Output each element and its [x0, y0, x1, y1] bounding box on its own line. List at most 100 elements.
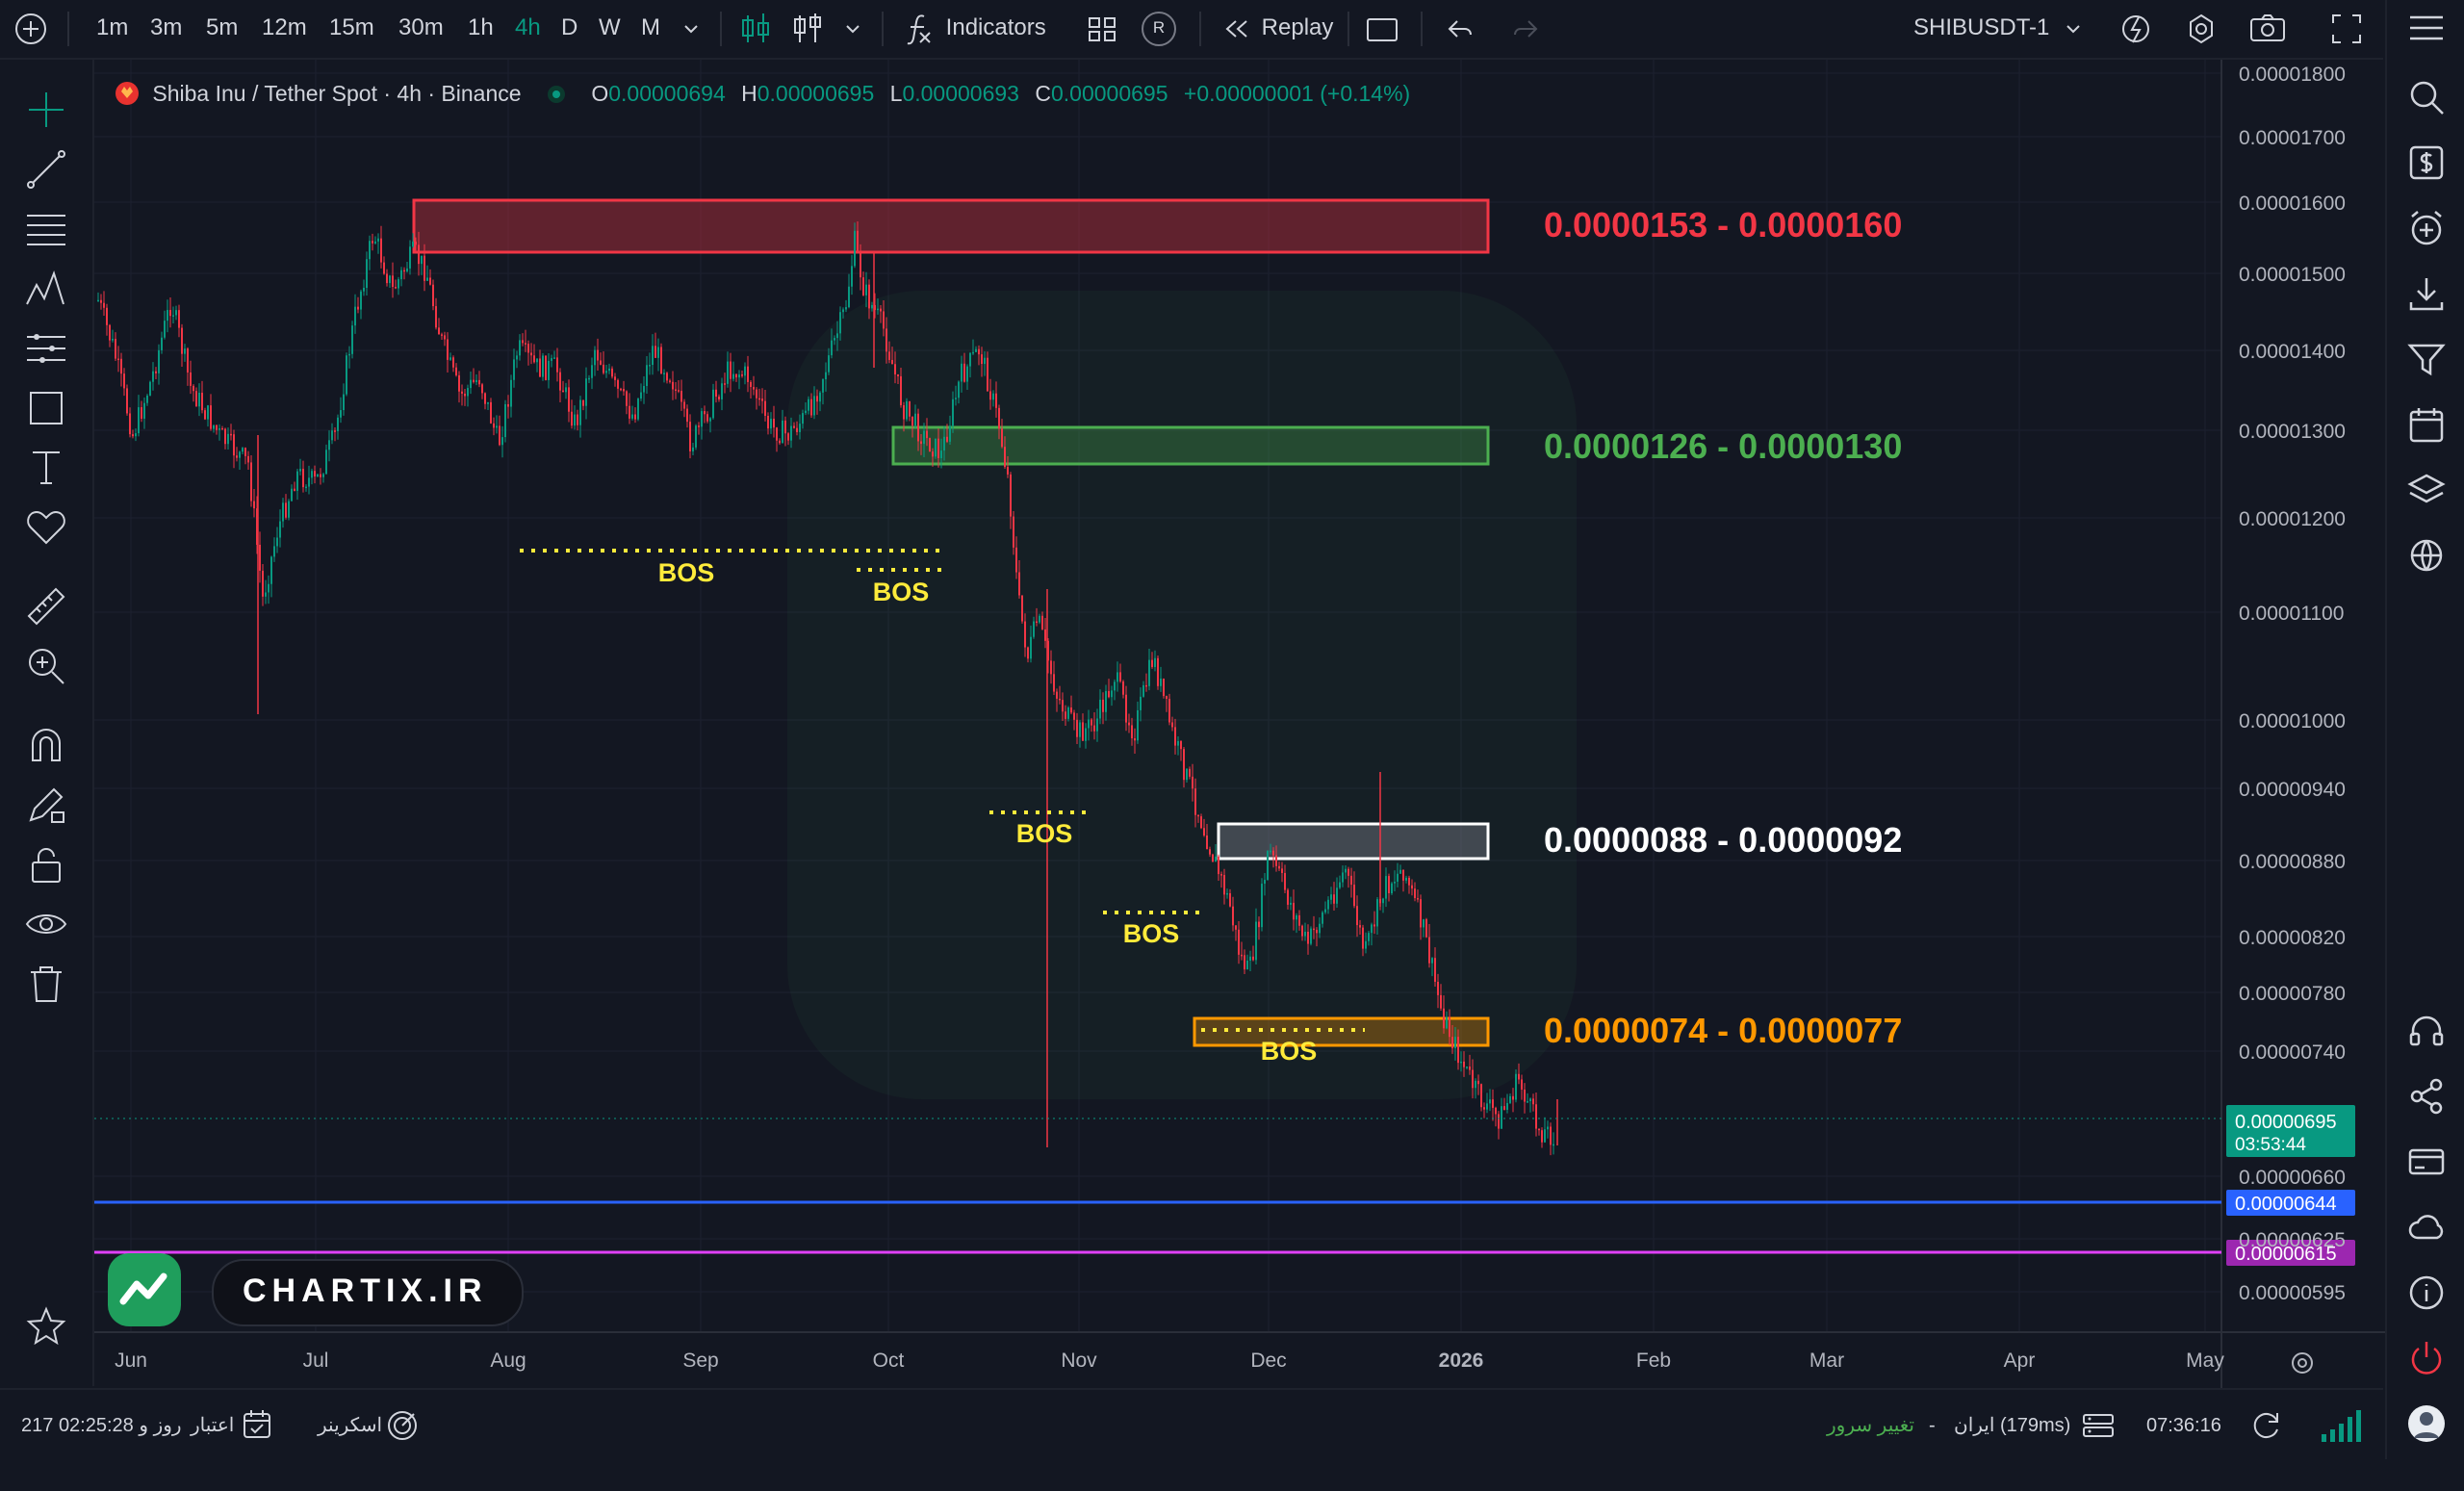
candle — [181, 323, 183, 368]
rectangle-icon[interactable] — [1365, 0, 1399, 58]
candle — [458, 371, 460, 403]
price-zone-label: 0.0000153 - 0.0000160 — [1544, 205, 1902, 244]
candle — [1391, 882, 1393, 895]
alarm-clock-icon[interactable] — [2406, 208, 2447, 248]
candle — [597, 338, 599, 371]
credit-calendar-icon[interactable] — [241, 1390, 273, 1461]
bars-chart-type-icon[interactable] — [791, 0, 824, 58]
server-icon[interactable] — [2081, 1390, 2116, 1461]
timeframe-5m[interactable]: 5m — [206, 14, 239, 40]
search-icon[interactable] — [2406, 77, 2447, 117]
candle — [1275, 845, 1277, 872]
candle — [227, 427, 229, 450]
candle — [1402, 869, 1404, 892]
trend-line-icon[interactable] — [23, 146, 69, 193]
timeframe-1m[interactable]: 1m — [96, 14, 129, 40]
card-icon[interactable] — [2406, 1142, 2447, 1182]
camera-icon[interactable] — [2248, 0, 2287, 58]
fullscreen-icon[interactable] — [2329, 0, 2364, 58]
price-chart[interactable]: 0.0000153 - 0.0000160 0.0000126 - 0.00001… — [94, 60, 2385, 1388]
filter-icon[interactable] — [2406, 339, 2447, 379]
timeframe-w[interactable]: W — [599, 14, 621, 40]
change-server-link[interactable]: تغییر سرور — [1827, 1415, 1914, 1436]
layers-icon[interactable] — [2406, 470, 2447, 510]
candle — [923, 423, 925, 458]
candle — [1524, 1083, 1526, 1114]
avatar[interactable] — [2406, 1403, 2447, 1444]
candle — [1174, 718, 1176, 755]
screener-radar-icon[interactable] — [385, 1390, 420, 1461]
candle — [392, 262, 394, 298]
candles-chart-type-icon[interactable] — [739, 0, 772, 58]
support-headset-icon[interactable] — [2406, 1011, 2447, 1051]
candle — [1018, 560, 1020, 599]
candle — [1142, 681, 1144, 698]
share-icon[interactable] — [2406, 1076, 2447, 1117]
timeframe-4h[interactable]: 4h — [515, 14, 541, 40]
stay-in-drawing-mode-icon[interactable] — [23, 782, 69, 828]
geometric-shapes-icon[interactable] — [23, 385, 69, 431]
screener-label[interactable]: اسکرینر — [318, 1415, 383, 1436]
power-icon[interactable] — [2406, 1338, 2447, 1378]
candle — [1264, 872, 1266, 896]
candle — [467, 384, 469, 407]
timeframe-3m[interactable]: 3m — [150, 14, 183, 40]
chart-type-chevron-down-icon[interactable] — [841, 0, 864, 58]
candle — [1047, 638, 1049, 674]
r-badge[interactable]: R — [1140, 0, 1178, 58]
undo-icon[interactable] — [1444, 0, 1476, 58]
timeframe-30m[interactable]: 30m — [398, 14, 444, 40]
candle — [328, 430, 330, 462]
layouts-grid-icon[interactable] — [1086, 0, 1118, 58]
trash-icon[interactable] — [23, 961, 69, 1007]
menu-icon[interactable] — [2406, 8, 2447, 48]
timeframe-d[interactable]: D — [561, 14, 578, 40]
symbol-chevron-down-icon[interactable] — [2062, 0, 2085, 58]
forecasting-icon[interactable] — [23, 325, 69, 372]
dollar-icon[interactable] — [2406, 142, 2447, 183]
candle — [574, 405, 576, 430]
text-tool-icon[interactable] — [23, 445, 69, 491]
timeframe-1h[interactable]: 1h — [468, 14, 494, 40]
candle — [1388, 873, 1390, 902]
lightning-icon[interactable] — [2118, 0, 2154, 58]
heart-icon[interactable] — [23, 504, 69, 551]
timeframe-chevron-down-icon[interactable] — [680, 0, 703, 58]
pattern-icon[interactable] — [23, 266, 69, 312]
calendar-icon[interactable] — [2406, 404, 2447, 445]
magnet-icon[interactable] — [23, 722, 69, 768]
replay-button[interactable]: Replay — [1220, 0, 1333, 58]
indicators-button[interactable]: Indicators — [903, 0, 1046, 58]
add-symbol-icon[interactable] — [13, 0, 48, 58]
zoom-in-icon[interactable] — [23, 643, 69, 689]
timeframe-12m[interactable]: 12m — [262, 14, 307, 40]
timeframe-15m[interactable]: 15m — [329, 14, 374, 40]
refresh-icon[interactable] — [2250, 1390, 2283, 1461]
globe-icon[interactable] — [2406, 535, 2447, 576]
candle — [314, 465, 316, 484]
download-icon[interactable] — [2406, 273, 2447, 314]
timeframe-m[interactable]: M — [641, 14, 660, 40]
credit-label: اعتبار — [191, 1415, 235, 1436]
fib-retracement-icon[interactable] — [23, 206, 69, 252]
price-zone-box[interactable] — [1217, 822, 1490, 861]
hide-drawings-eye-icon[interactable] — [23, 901, 69, 947]
redo-icon[interactable] — [1509, 0, 1542, 58]
price-zone-box[interactable] — [891, 425, 1490, 466]
symbol-name[interactable]: SHIBUSDT-1 — [1913, 14, 2050, 40]
settings-gear-icon[interactable] — [2183, 0, 2220, 58]
candle — [403, 267, 405, 280]
ruler-icon[interactable] — [23, 583, 69, 630]
price-zone-box[interactable] — [412, 198, 1490, 254]
candle — [1463, 1051, 1465, 1077]
favorites-star-icon[interactable] — [23, 1303, 69, 1350]
candle — [1322, 911, 1323, 928]
cloud-icon[interactable] — [2406, 1207, 2447, 1247]
crosshair-icon[interactable] — [23, 87, 69, 133]
candle — [478, 371, 480, 388]
axis-settings-gear-icon[interactable] — [2292, 1352, 2313, 1374]
lock-icon[interactable] — [23, 841, 69, 887]
candle — [1457, 1029, 1459, 1070]
info-icon[interactable] — [2406, 1272, 2447, 1313]
chart-pane[interactable]: 0.0000153 - 0.0000160 0.0000126 - 0.00001… — [94, 60, 2385, 1388]
